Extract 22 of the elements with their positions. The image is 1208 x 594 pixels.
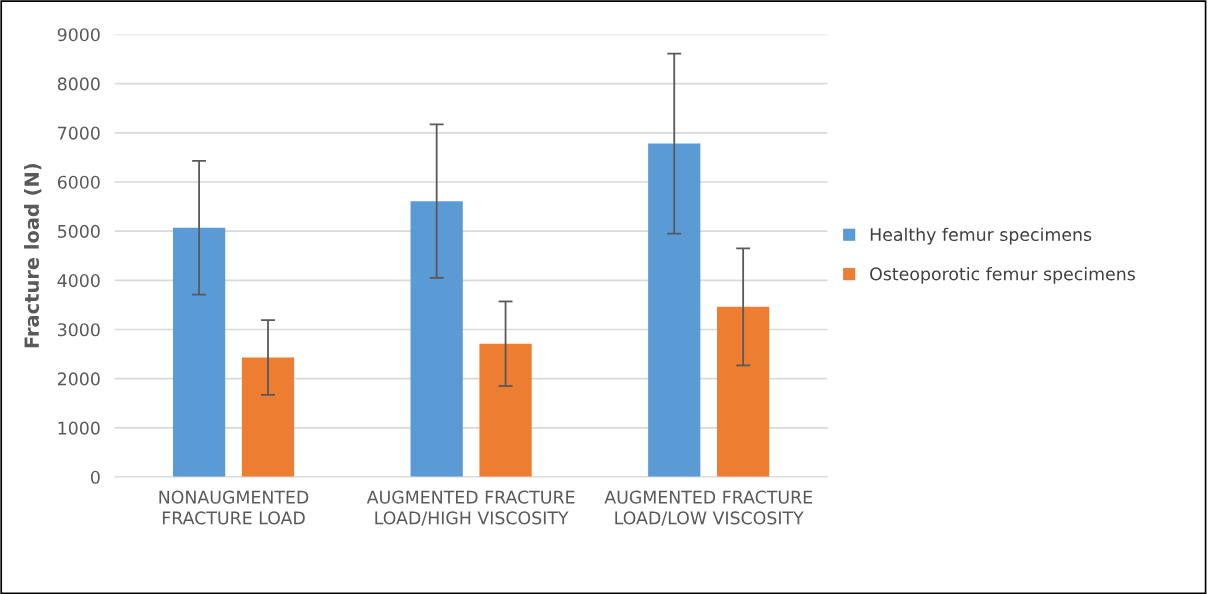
y-axis-title: Fracture load (N) <box>23 163 42 348</box>
y-tick-label: 0 <box>90 470 100 484</box>
y-tick-label: 9000 <box>57 28 100 42</box>
y-tick-label: 3000 <box>58 323 100 337</box>
bar <box>241 357 295 477</box>
bar <box>717 306 770 477</box>
bar <box>410 201 463 477</box>
y-tick-label: 2000 <box>57 372 100 386</box>
bar <box>172 227 226 477</box>
y-tick-label: 5000 <box>58 224 100 238</box>
x-tick-label: AUGMENTED FRACTURE LOAD/HIGH VISCOSITY <box>366 490 575 526</box>
bar <box>648 143 701 477</box>
y-tick-label: 8000 <box>57 77 100 91</box>
y-tick-label: 6000 <box>57 175 100 189</box>
y-tick-label: 1000 <box>58 421 100 435</box>
y-tick-label: 7000 <box>58 126 100 140</box>
x-tick-label: NONAUGMENTED FRACTURE LOAD <box>159 490 309 525</box>
legend-label: Healthy femur specimens <box>870 227 1092 245</box>
x-tick-label: AUGMENTED FRACTURE LOAD/LOW VISCOSITY <box>604 490 812 526</box>
y-tick-label: 4000 <box>57 274 100 288</box>
bar <box>479 343 532 477</box>
legend-label: Osteoporotic femur specimens <box>870 267 1135 284</box>
